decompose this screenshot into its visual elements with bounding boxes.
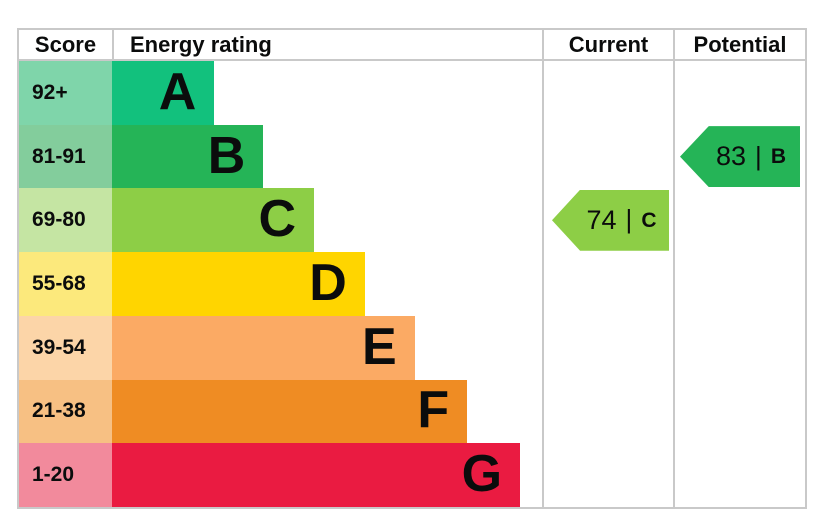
rating-bar: B — [112, 124, 264, 189]
current-value: 74 — [586, 204, 617, 235]
potential-marker: 83 | B — [680, 126, 800, 188]
current-header: Current — [542, 30, 673, 59]
current-letter: C — [641, 208, 657, 232]
score-header: Score — [34, 31, 97, 57]
bar-zone: C — [112, 188, 542, 253]
rating-bar: F — [112, 379, 468, 444]
band-row-e: 39-54 E — [19, 315, 542, 380]
rating-letter: A — [158, 62, 197, 121]
rating-bar: C — [112, 188, 315, 253]
rating-letter: B — [207, 126, 246, 185]
rating-letter: D — [309, 254, 347, 313]
band-row-c: 69-80 C — [19, 188, 542, 253]
score-cell: 81-91 — [19, 124, 112, 189]
table-header: Score Energy rating Current Potential — [19, 30, 805, 61]
rating-bar: G — [112, 443, 521, 508]
bar-zone: F — [112, 379, 542, 444]
rating-letter: F — [417, 381, 450, 440]
bar-zone: D — [112, 252, 542, 316]
band-row-a: 92+ A — [19, 61, 542, 125]
band-row-g: 1-20 G — [19, 443, 542, 508]
marker-separator: | — [625, 204, 633, 235]
score-cell: 69-80 — [19, 188, 112, 253]
band-row-f: 21-38 F — [19, 379, 542, 444]
band-row-b: 81-91 B — [19, 124, 542, 189]
potential-letter: B — [770, 145, 786, 169]
rating-letter: G — [461, 445, 503, 504]
bar-zone: B — [112, 124, 542, 189]
rating-bar: D — [112, 252, 365, 316]
potential-column: 83 | B — [673, 61, 805, 507]
score-cell: 92+ — [19, 61, 112, 125]
current-marker: 74 | C — [552, 189, 669, 251]
epc-table: Score Energy rating Current Potential 92… — [17, 28, 807, 509]
bar-zone: G — [112, 443, 542, 508]
rating-bar: E — [112, 315, 415, 380]
rating-letter: E — [362, 317, 397, 376]
score-cell: 39-54 — [19, 315, 112, 380]
bar-zone: A — [112, 61, 542, 125]
current-column: 74 | C — [542, 61, 673, 507]
rating-bar: A — [112, 61, 215, 125]
potential-header: Potential — [673, 30, 805, 59]
score-cell: 55-68 — [19, 252, 112, 316]
rating-bands: 92+ A 81-91 B 69-80 — [19, 61, 542, 508]
score-cell: 21-38 — [19, 379, 112, 444]
score-cell: 1-20 — [19, 443, 112, 508]
table-body: 92+ A 81-91 B 69-80 — [19, 61, 805, 508]
marker-separator: | — [755, 140, 762, 171]
rating-letter: C — [258, 190, 297, 249]
bar-zone: E — [112, 315, 542, 380]
energy-rating-header: Energy rating — [112, 30, 542, 59]
band-row-d: 55-68 D — [19, 252, 542, 316]
potential-value: 83 — [716, 141, 747, 172]
